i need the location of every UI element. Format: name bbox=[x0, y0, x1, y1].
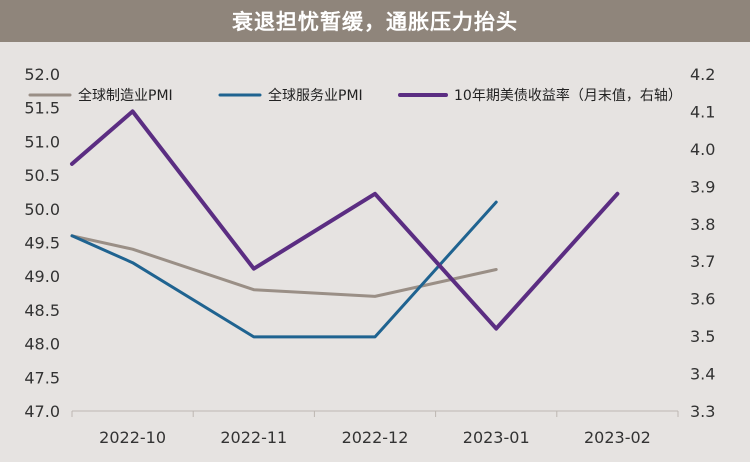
legend-label-0: 全球制造业PMI bbox=[78, 87, 173, 104]
y-right-tick-label: 3.8 bbox=[690, 215, 715, 234]
x-tick-label: 2022-10 bbox=[99, 428, 166, 447]
y-right-tick-label: 3.3 bbox=[690, 402, 715, 421]
line-chart: 2022-10 2022-11 2022-12 2023-01 2023-02 47.0 4… bbox=[24, 65, 715, 447]
y-left-tick-label: 49.5 bbox=[24, 234, 60, 253]
x-tick-label: 2022-11 bbox=[220, 428, 287, 447]
y-left-tick-label: 48.0 bbox=[24, 335, 60, 354]
y-left-tick-label: 47.5 bbox=[24, 368, 60, 387]
y-left-tick-label: 51.5 bbox=[24, 99, 60, 118]
x-tick-label: 2023-02 bbox=[584, 428, 651, 447]
series-line-1 bbox=[70, 200, 498, 339]
y-right-tick-label: 3.4 bbox=[690, 365, 715, 384]
y-left-tick-label: 50.0 bbox=[24, 200, 60, 219]
y-left-tick-label: 52.0 bbox=[24, 65, 60, 84]
title-bar: 衰退担忧暂缓，通胀压力抬头 bbox=[0, 0, 750, 42]
y-left-tick-label: 51.0 bbox=[24, 132, 60, 151]
chart-area: 2022-10 2022-11 2022-12 2023-01 2023-02 47.0 4… bbox=[0, 42, 750, 458]
legend-label-1: 全球服务业PMI bbox=[268, 87, 363, 104]
chart-title: 衰退担忧暂缓，通胀压力抬头 bbox=[232, 10, 518, 34]
series-lines bbox=[70, 109, 620, 339]
y-left-tick-label: 49.0 bbox=[24, 267, 60, 286]
legend-label-2: 10年期美债收益率（月末值，右轴） bbox=[454, 87, 682, 104]
x-tick-label: 2022-12 bbox=[342, 428, 409, 447]
axes: 2022-10 2022-11 2022-12 2023-01 2023-02 47.0 4… bbox=[24, 65, 715, 447]
x-tick-label: 2023-01 bbox=[463, 428, 530, 447]
legend: 全球制造业PMI 全球服务业PMI 10年期美债收益率（月末值，右轴） bbox=[28, 87, 682, 104]
y-right-tick-label: 3.9 bbox=[690, 177, 715, 196]
series-line-0 bbox=[70, 234, 498, 298]
y-right-tick-label: 3.7 bbox=[690, 252, 715, 271]
y-right-tick-label: 4.2 bbox=[690, 65, 715, 84]
y-right-tick-label: 3.5 bbox=[690, 327, 715, 346]
y-right-tick-label: 4.0 bbox=[690, 140, 715, 159]
y-right-tick-label: 3.6 bbox=[690, 290, 715, 309]
y-left-tick-label: 47.0 bbox=[24, 402, 60, 421]
series-line-2 bbox=[70, 109, 620, 331]
y-left-tick-label: 48.5 bbox=[24, 301, 60, 320]
y-left-tick-label: 50.5 bbox=[24, 166, 60, 185]
y-right-tick-label: 4.1 bbox=[690, 102, 715, 121]
